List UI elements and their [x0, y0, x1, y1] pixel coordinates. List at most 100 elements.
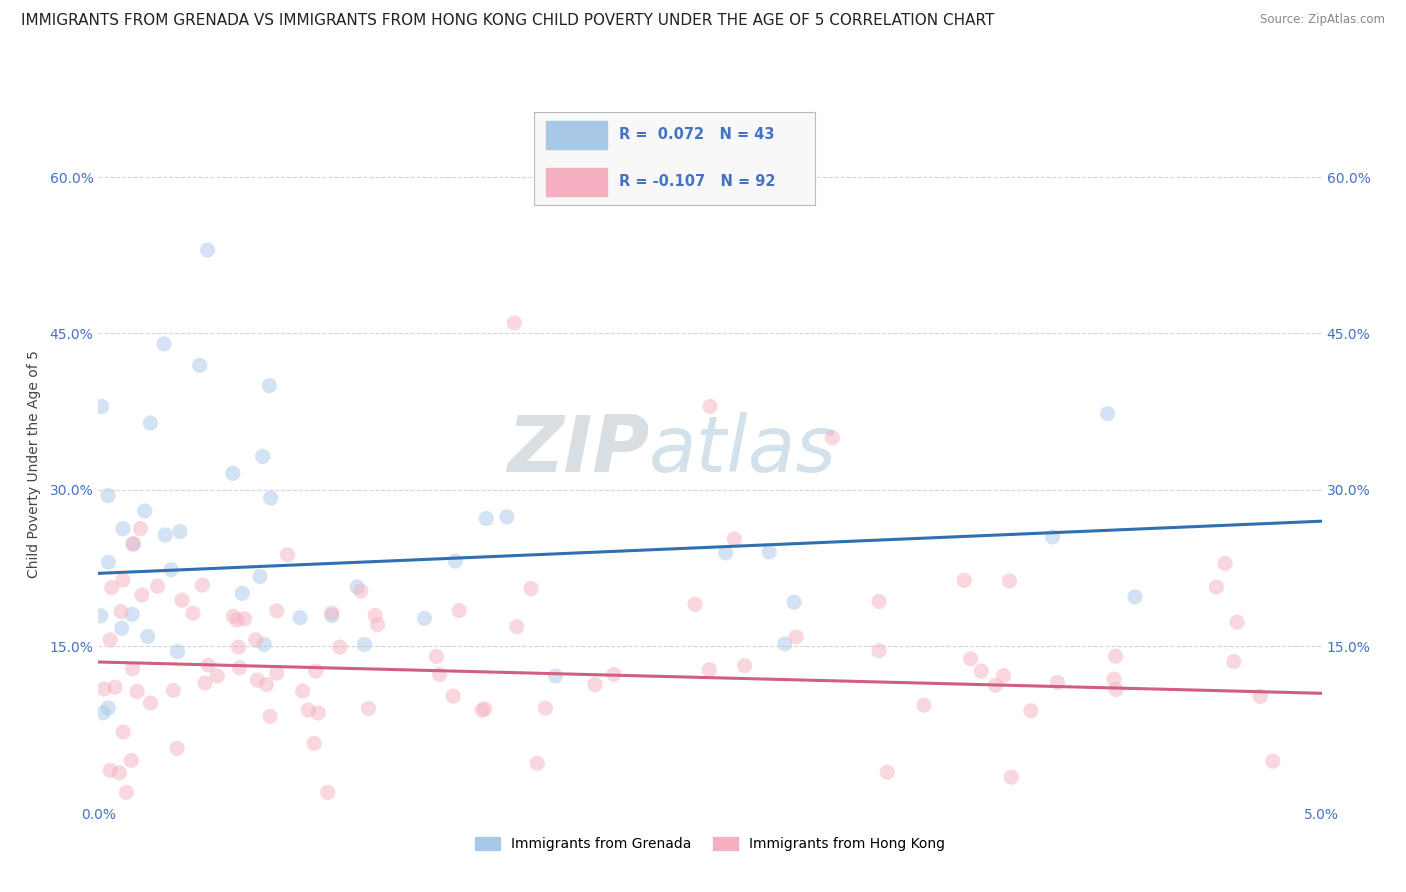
- Text: ZIP: ZIP: [506, 412, 650, 488]
- Point: [111, 573, 134, 587]
- Point: [256, 677, 278, 691]
- Point: [1097, 407, 1119, 421]
- Point: [993, 668, 1015, 682]
- Point: [166, 645, 188, 659]
- Point: [260, 491, 283, 505]
- Y-axis label: Child Poverty Under the Age of 5: Child Poverty Under the Age of 5: [27, 350, 41, 578]
- Point: [266, 604, 288, 618]
- Point: [197, 658, 219, 673]
- Point: [136, 630, 159, 644]
- Point: [231, 586, 253, 600]
- Point: [139, 696, 162, 710]
- Point: [191, 578, 214, 592]
- Text: Source: ZipAtlas.com: Source: ZipAtlas.com: [1260, 13, 1385, 27]
- Point: [1046, 675, 1069, 690]
- Point: [188, 359, 211, 373]
- Point: [108, 765, 131, 780]
- Point: [1019, 704, 1042, 718]
- Point: [91, 706, 114, 720]
- Point: [111, 522, 134, 536]
- Point: [110, 605, 132, 619]
- Point: [346, 580, 368, 594]
- Point: [350, 584, 373, 599]
- Text: R =  0.072   N = 43: R = 0.072 N = 43: [619, 128, 775, 143]
- Text: atlas: atlas: [650, 412, 837, 488]
- Point: [821, 431, 844, 445]
- Point: [970, 664, 993, 678]
- Point: [1042, 530, 1064, 544]
- Point: [93, 681, 115, 696]
- Point: [98, 632, 121, 647]
- Point: [544, 669, 567, 683]
- Point: [1104, 649, 1126, 664]
- Point: [226, 613, 249, 627]
- Point: [253, 638, 276, 652]
- Point: [169, 524, 191, 539]
- Point: [699, 400, 721, 414]
- Point: [162, 683, 184, 698]
- Point: [131, 588, 153, 602]
- Point: [321, 606, 343, 620]
- Point: [783, 595, 806, 609]
- Point: [121, 607, 143, 622]
- Point: [246, 673, 269, 687]
- Text: IMMIGRANTS FROM GRENADA VS IMMIGRANTS FROM HONG KONG CHILD POVERTY UNDER THE AGE: IMMIGRANTS FROM GRENADA VS IMMIGRANTS FR…: [21, 13, 994, 29]
- Bar: [546, 168, 607, 196]
- Point: [773, 637, 796, 651]
- Point: [194, 676, 217, 690]
- Point: [1123, 590, 1146, 604]
- Point: [170, 593, 193, 607]
- Point: [475, 511, 498, 525]
- Point: [288, 610, 311, 624]
- Point: [291, 684, 314, 698]
- Point: [959, 652, 981, 666]
- Point: [1102, 672, 1125, 686]
- Point: [583, 678, 606, 692]
- Point: [205, 669, 228, 683]
- Point: [603, 667, 626, 681]
- Point: [441, 689, 464, 703]
- Point: [1213, 557, 1236, 571]
- Point: [429, 667, 451, 681]
- Point: [97, 555, 120, 569]
- Point: [112, 725, 135, 739]
- Point: [122, 536, 145, 550]
- Point: [122, 537, 145, 551]
- Point: [259, 709, 281, 723]
- Point: [425, 649, 447, 664]
- Point: [1226, 615, 1249, 630]
- Point: [127, 684, 149, 698]
- Point: [249, 569, 271, 583]
- Point: [228, 661, 250, 675]
- Point: [139, 416, 162, 430]
- Point: [734, 658, 756, 673]
- Point: [316, 785, 339, 799]
- Point: [276, 548, 298, 562]
- Point: [222, 609, 245, 624]
- Text: R = -0.107   N = 92: R = -0.107 N = 92: [619, 174, 775, 189]
- Point: [953, 574, 976, 588]
- Point: [129, 522, 152, 536]
- Point: [104, 680, 127, 694]
- Point: [302, 736, 325, 750]
- Point: [723, 532, 745, 546]
- Point: [444, 554, 467, 568]
- Point: [503, 316, 526, 330]
- Legend: Immigrants from Grenada, Immigrants from Hong Kong: Immigrants from Grenada, Immigrants from…: [470, 831, 950, 857]
- Point: [984, 678, 1007, 692]
- Point: [321, 608, 343, 623]
- Point: [97, 701, 120, 715]
- Point: [1261, 754, 1284, 768]
- Point: [259, 378, 281, 392]
- Point: [146, 579, 169, 593]
- Point: [683, 597, 706, 611]
- Point: [868, 644, 890, 658]
- Point: [1205, 580, 1227, 594]
- Point: [305, 664, 328, 678]
- Point: [233, 612, 256, 626]
- Point: [228, 640, 250, 654]
- Point: [714, 546, 737, 560]
- Point: [100, 581, 122, 595]
- Point: [496, 509, 519, 524]
- Point: [90, 608, 112, 623]
